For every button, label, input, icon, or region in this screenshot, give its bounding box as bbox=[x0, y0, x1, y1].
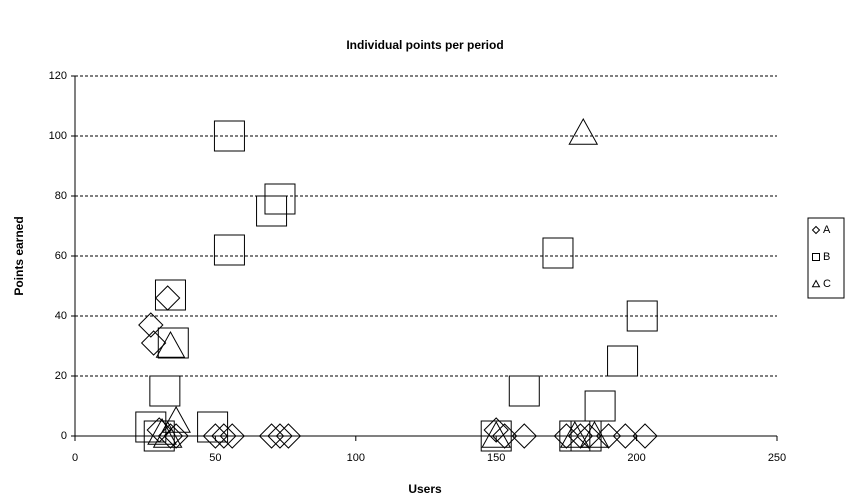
x-tick-label: 250 bbox=[768, 452, 786, 464]
marker bbox=[570, 420, 602, 452]
chart-title: Individual points per period bbox=[346, 38, 503, 52]
marker bbox=[213, 120, 245, 152]
marker bbox=[157, 327, 189, 359]
marker bbox=[219, 423, 245, 449]
marker bbox=[147, 417, 177, 445]
marker bbox=[154, 279, 186, 311]
y-tick-label: 40 bbox=[55, 310, 67, 322]
marker bbox=[155, 330, 186, 358]
marker bbox=[568, 117, 599, 145]
marker bbox=[584, 390, 616, 422]
y-tick-label: 80 bbox=[55, 190, 67, 202]
x-axis-label: Users bbox=[408, 482, 442, 496]
marker bbox=[612, 423, 639, 449]
marker bbox=[161, 405, 191, 433]
marker bbox=[483, 417, 509, 443]
marker bbox=[542, 237, 574, 269]
marker bbox=[211, 423, 237, 449]
marker bbox=[275, 423, 302, 449]
marker bbox=[202, 423, 229, 449]
x-tick-label: 0 bbox=[72, 452, 78, 464]
marker bbox=[154, 285, 181, 311]
marker bbox=[149, 375, 181, 407]
y-axis-label: Points earned bbox=[12, 216, 26, 295]
marker bbox=[579, 420, 610, 448]
y-tick-label: 20 bbox=[55, 370, 67, 382]
marker bbox=[143, 420, 175, 452]
legend-label: C bbox=[823, 278, 831, 290]
marker bbox=[256, 195, 288, 227]
legend-label: A bbox=[823, 224, 831, 236]
x-tick-label: 150 bbox=[487, 452, 505, 464]
marker bbox=[559, 420, 590, 448]
y-tick-label: 100 bbox=[49, 130, 67, 142]
marker bbox=[508, 375, 540, 407]
y-tick-label: 0 bbox=[61, 430, 67, 442]
marker bbox=[632, 423, 658, 449]
marker bbox=[481, 420, 512, 448]
marker bbox=[553, 423, 580, 449]
marker bbox=[511, 423, 537, 449]
marker bbox=[258, 423, 285, 449]
x-tick-label: 100 bbox=[347, 452, 365, 464]
x-tick-label: 50 bbox=[209, 452, 221, 464]
marker bbox=[264, 183, 296, 215]
marker bbox=[491, 423, 518, 449]
legend-label: B bbox=[823, 251, 830, 263]
marker bbox=[135, 411, 167, 443]
marker bbox=[267, 423, 293, 449]
marker bbox=[607, 345, 639, 377]
legend-symbol bbox=[811, 225, 821, 235]
legend-symbol bbox=[811, 279, 821, 288]
y-tick-label: 120 bbox=[49, 70, 67, 82]
legend-symbol bbox=[812, 253, 820, 261]
marker bbox=[197, 411, 229, 443]
marker bbox=[480, 420, 512, 452]
marker bbox=[140, 330, 167, 356]
marker bbox=[213, 234, 245, 266]
marker bbox=[152, 420, 183, 448]
marker bbox=[138, 312, 164, 338]
x-tick-label: 200 bbox=[627, 452, 645, 464]
y-tick-label: 60 bbox=[55, 250, 67, 262]
marker bbox=[626, 300, 658, 332]
